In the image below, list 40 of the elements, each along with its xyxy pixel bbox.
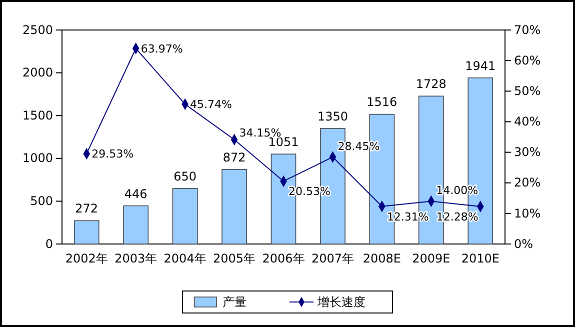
x-tick-label: 2010E [461, 252, 500, 266]
data-label: 29.53% [92, 148, 134, 161]
data-label: 446 [124, 186, 148, 201]
legend-label: 产量 [222, 295, 246, 309]
y-tick-label: 1500 [22, 108, 53, 122]
x-tick-label: 2005年 [213, 252, 256, 266]
x-tick-label: 2003年 [114, 252, 158, 266]
bar [123, 205, 148, 244]
y2-tick-label: 40% [514, 114, 541, 129]
y-tick-label: 0 [45, 236, 53, 251]
data-label: 45.74% [190, 98, 232, 112]
data-label: 63.97% [140, 42, 183, 56]
data-label: 272 [75, 202, 98, 216]
x-tick-label: 2007年 [311, 252, 354, 266]
x-tick-label: 2008E [362, 252, 402, 266]
y2-tick-label: 0% [514, 236, 534, 251]
bar [74, 220, 100, 244]
x-tick-label: 2006年 [262, 252, 305, 266]
y-tick-label: 2000 [22, 66, 53, 80]
x-tick-label: 2009E [412, 252, 450, 266]
legend-label: 增长速度 [316, 295, 366, 309]
data-label: 872 [222, 150, 246, 164]
y2-tick-label: 70% [514, 22, 541, 37]
data-label: 1516 [366, 95, 398, 110]
data-label: 650 [174, 169, 197, 184]
bar [222, 169, 247, 244]
x-tick-label: 2004年 [164, 252, 206, 266]
y2-tick-label: 30% [514, 145, 541, 160]
data-label: 1350 [317, 109, 348, 124]
y-tick-label: 1000 [22, 151, 53, 166]
data-label: 1728 [416, 77, 446, 92]
y2-tick-label: 60% [514, 53, 541, 68]
x-tick-label: 2002年 [65, 252, 108, 266]
y-tick-label: 500 [30, 194, 53, 208]
bar [172, 188, 198, 244]
y-tick-label: 2500 [22, 22, 53, 37]
y2-tick-label: 10% [514, 206, 541, 220]
data-label: 1941 [465, 58, 496, 73]
y2-tick-label: 20% [514, 176, 541, 190]
y2-tick-label: 50% [514, 84, 541, 98]
